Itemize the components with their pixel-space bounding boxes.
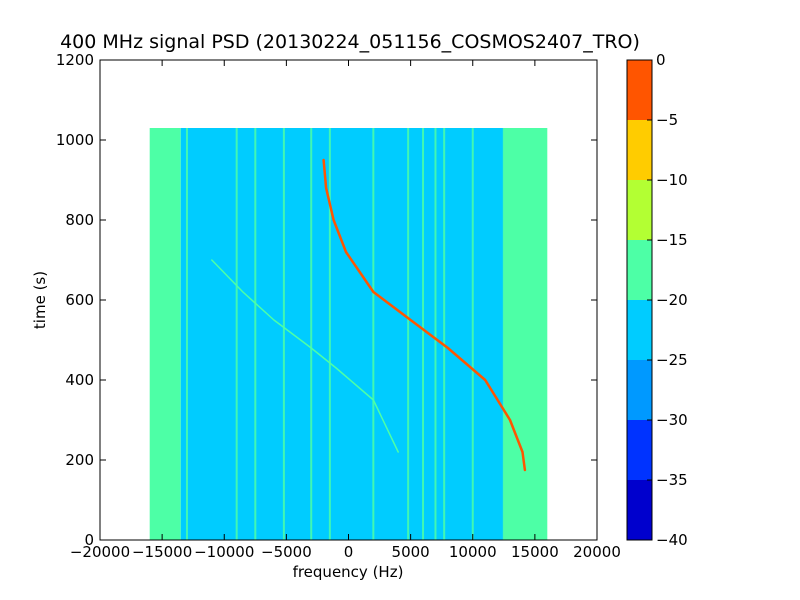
colorbar-segment xyxy=(627,300,652,360)
colorbar: −40 −35 −30 −25 −20 −15 −10 −5 0 xyxy=(626,51,688,549)
x-tick-label: 15000 xyxy=(511,543,559,561)
colorbar-segment xyxy=(627,180,652,240)
axis-ticks: −20000 −15000 −10000 −5000 0 5000 10000 15000 20… xyxy=(56,51,621,561)
y-tick-label: 1000 xyxy=(56,131,94,149)
colorbar-tick-label: −30 xyxy=(656,411,688,429)
colorbar-segment xyxy=(627,240,652,300)
colorbar-tick-label: −5 xyxy=(656,111,678,129)
colorbar-tick-label: 0 xyxy=(656,51,666,69)
colorbar-segment xyxy=(627,120,652,180)
y-tick-label: 800 xyxy=(65,211,94,229)
x-axis-label: frequency (Hz) xyxy=(293,563,404,581)
colorbar-tick-label: −25 xyxy=(656,351,688,369)
main-signal-trace xyxy=(322,158,527,472)
x-tick-label: −20000 xyxy=(70,543,130,561)
y-tick-label: 200 xyxy=(65,451,94,469)
x-tick-label: −10000 xyxy=(194,543,254,561)
x-tick-label: 20000 xyxy=(573,543,621,561)
y-axis-label: time (s) xyxy=(31,271,49,329)
heatmap-region-3 xyxy=(503,128,548,540)
x-tick-label: −15000 xyxy=(132,543,192,561)
x-tick-label: 5000 xyxy=(392,543,430,561)
colorbar-segment xyxy=(627,420,652,480)
chart-title: 400 MHz signal PSD (20130224_051156_COSM… xyxy=(60,31,640,53)
y-tick-label: 600 xyxy=(65,291,94,309)
heatmap xyxy=(149,128,548,540)
heatmap-region-2 xyxy=(180,128,504,540)
colorbar-segment xyxy=(627,60,652,120)
y-tick-label: 400 xyxy=(65,371,94,389)
colorbar-tick-label: −40 xyxy=(656,531,688,549)
x-tick-label: 0 xyxy=(344,543,354,561)
colorbar-segment xyxy=(627,360,652,420)
x-tick-label: 10000 xyxy=(449,543,497,561)
x-tick-label: −5000 xyxy=(261,543,312,561)
heatmap-region-1 xyxy=(149,128,181,540)
y-tick-label: 1200 xyxy=(56,51,94,69)
colorbar-segment xyxy=(627,480,652,540)
faint-signal-trace xyxy=(211,259,399,453)
colorbar-tick-label: −35 xyxy=(656,471,688,489)
plot-area: −20000 −15000 −10000 −5000 0 5000 10000 15000 20… xyxy=(56,51,621,561)
y-tick-label: 0 xyxy=(84,531,94,549)
colorbar-tick-label: −15 xyxy=(656,231,688,249)
signal-traces xyxy=(211,158,527,472)
colorbar-tick-label: −10 xyxy=(656,171,688,189)
colorbar-tick-label: −20 xyxy=(656,291,688,309)
